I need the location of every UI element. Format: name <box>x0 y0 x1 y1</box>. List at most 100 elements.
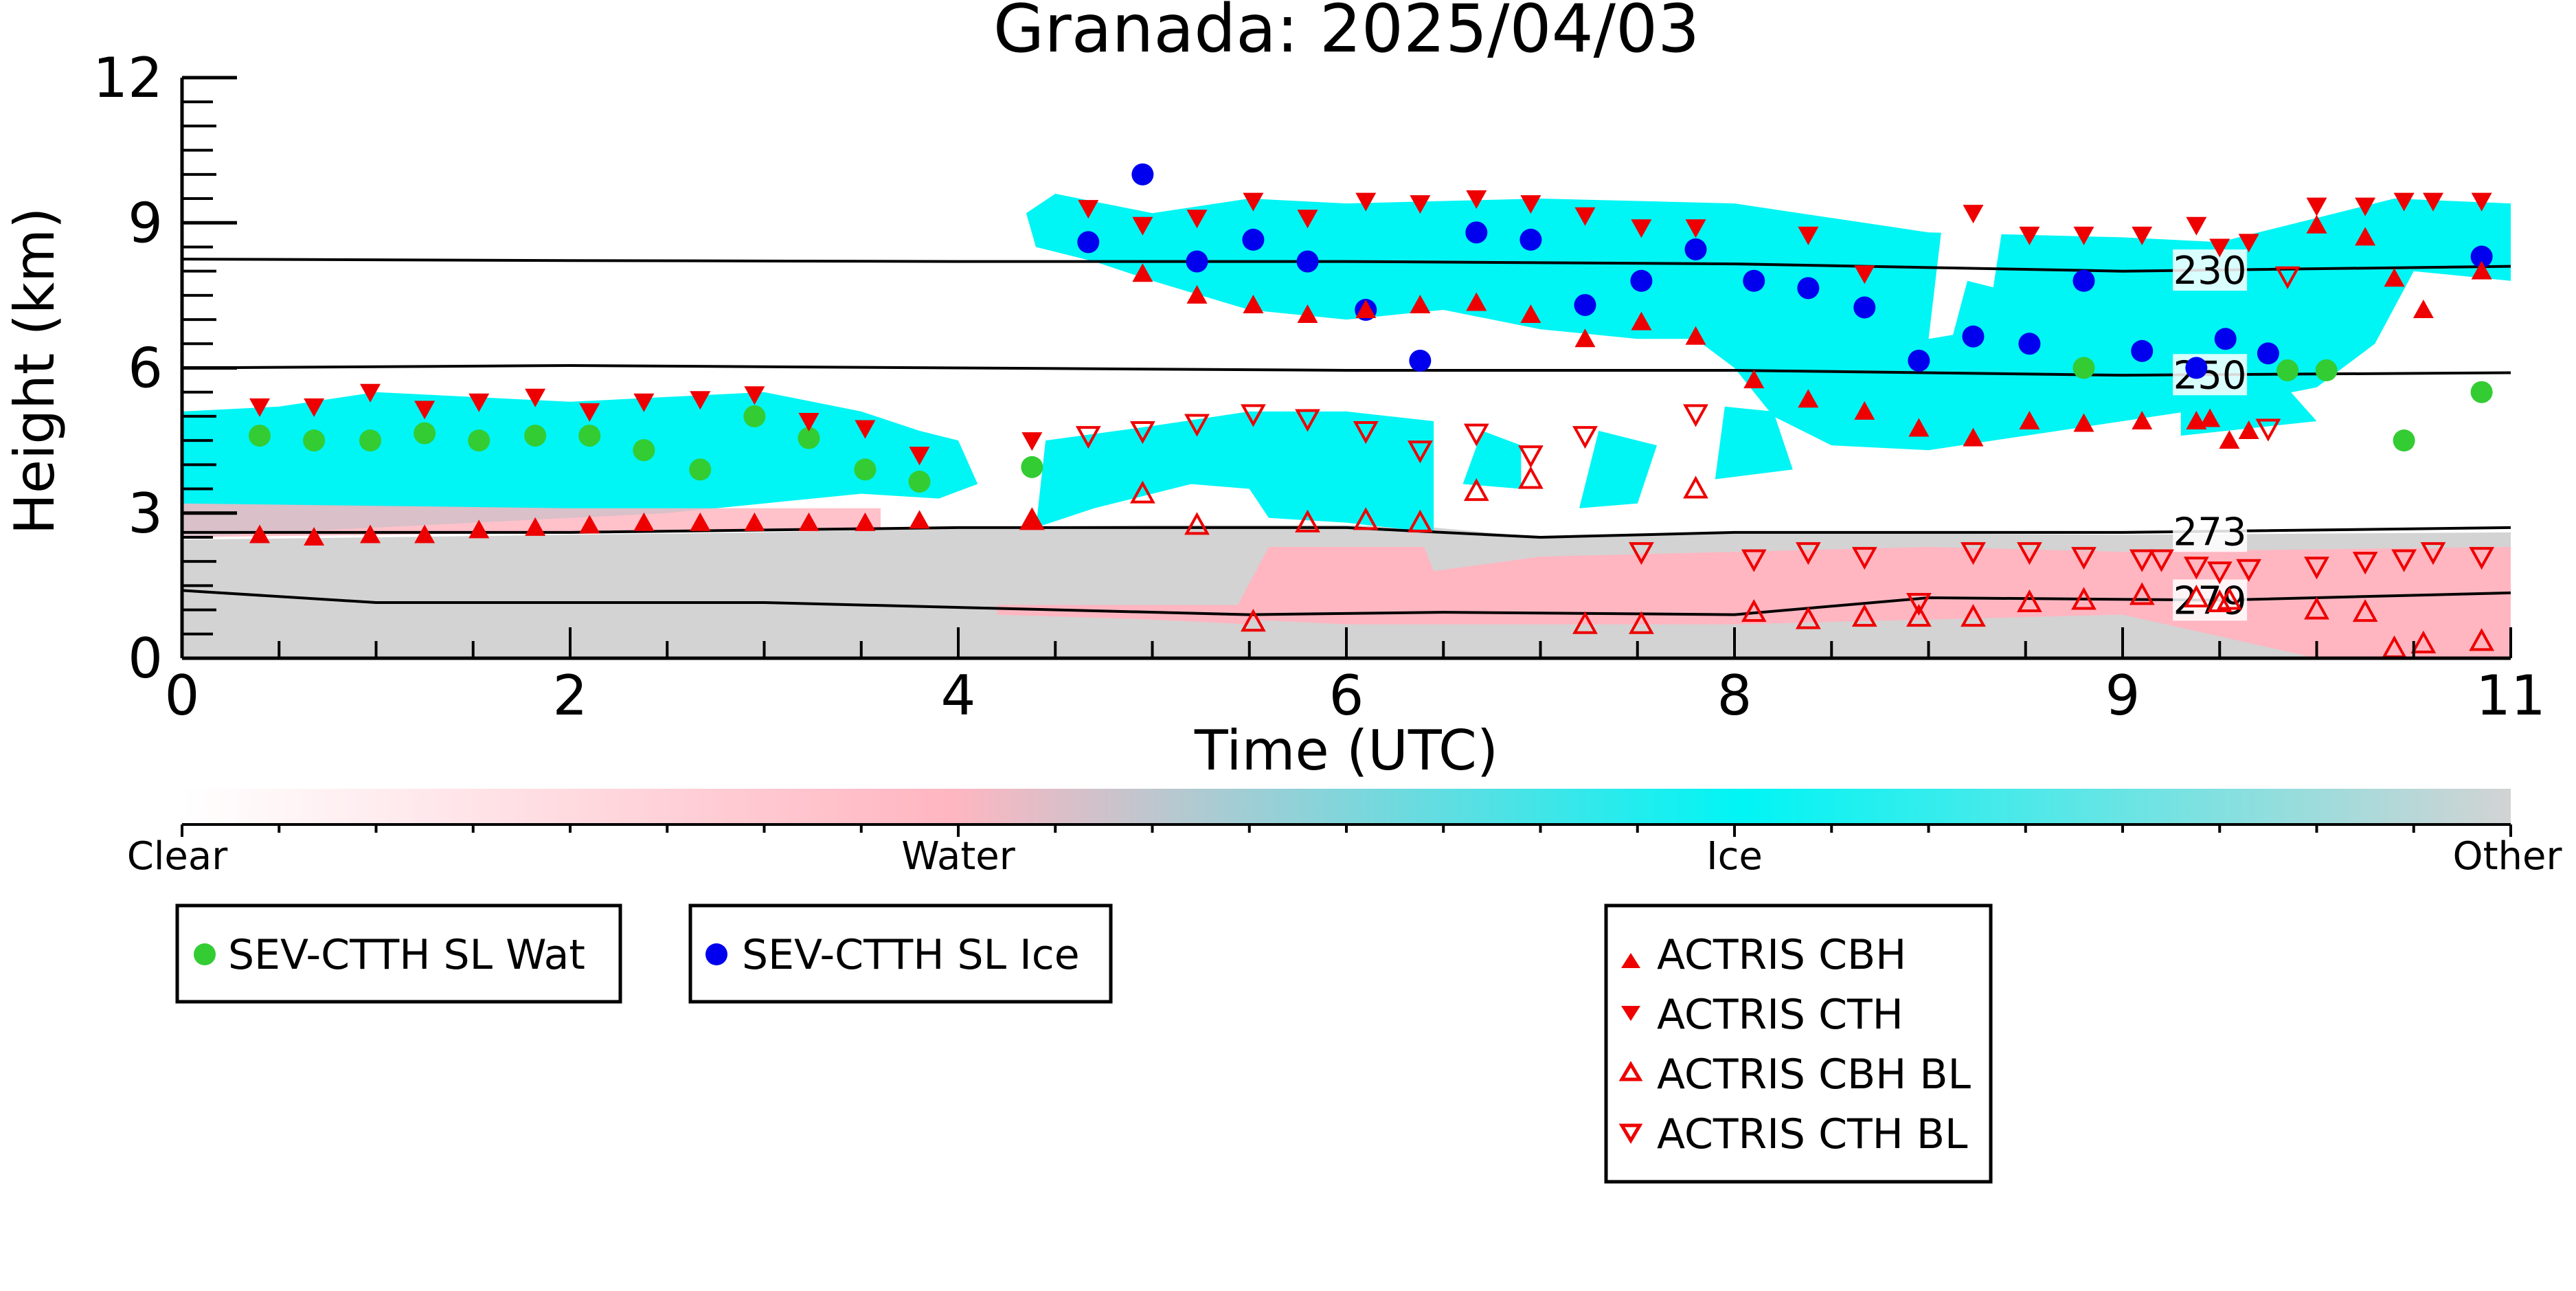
point-sev-ctth-sl-ice-22 <box>2257 342 2279 365</box>
point-sev-ctth-sl-ice-23 <box>2470 245 2493 268</box>
legend-cth-bl-label: ACTRIS CTH BL <box>1657 1110 1968 1158</box>
ice-upper-band <box>1026 194 2511 451</box>
point-actris-cth-0 <box>249 398 270 417</box>
point-actris-cth-bl-9 <box>1572 426 1598 449</box>
point-actris-cbh-bl-21 <box>2206 589 2233 613</box>
point-actris-cth-33 <box>2209 238 2230 258</box>
point-actris-cth-bl-17 <box>2017 542 2042 565</box>
point-actris-cth-31 <box>2132 226 2153 245</box>
legend-cbh-marker <box>1621 953 1640 968</box>
point-actris-cth-bl-21 <box>2183 557 2209 580</box>
point-actris-cth-bl-4 <box>1295 409 1320 432</box>
chart-title: Granada: 2025/04/03 <box>993 0 1699 67</box>
point-actris-cbh-10 <box>798 512 820 531</box>
point-actris-cth-bl-19 <box>2129 549 2155 572</box>
point-actris-cth-bl-1 <box>1129 421 1155 445</box>
colorbar-label-other: Other <box>2452 834 2562 879</box>
point-sev-ctth-sl-wat-18 <box>2470 381 2493 403</box>
markers <box>249 163 2495 658</box>
point-actris-cbh-bl-22 <box>2216 587 2242 610</box>
isotherm-label-250: 250 <box>2173 353 2247 398</box>
point-actris-cbh-1 <box>304 526 325 546</box>
legend-sev-wat-marker <box>194 943 216 965</box>
point-actris-cth-38 <box>2423 192 2443 212</box>
point-actris-cbh-25 <box>1743 370 1765 389</box>
point-actris-cth-bl-12 <box>1741 549 1767 572</box>
point-actris-cbh-bl-2 <box>1184 512 1210 535</box>
point-actris-cbh-34 <box>2200 408 2221 427</box>
isotherm-label-230: 230 <box>2173 249 2247 293</box>
y-tick-label-3: 9 <box>128 191 163 255</box>
point-sev-ctth-sl-ice-14 <box>1853 296 1876 319</box>
point-actris-cbh-bl-3 <box>1241 609 1266 632</box>
point-sev-ctth-sl-wat-9 <box>743 405 766 427</box>
legend-sev-ice-marker <box>705 943 727 965</box>
isotherm-label-bg-273 <box>2173 510 2248 552</box>
point-actris-cth-bl-11 <box>1683 404 1708 427</box>
point-actris-cbh-bl-23 <box>2304 596 2329 620</box>
point-actris-cth-16 <box>1186 210 1208 229</box>
legend-cbh-label: ACTRIS CBH <box>1657 931 1906 979</box>
point-sev-ctth-sl-ice-13 <box>1797 277 1820 300</box>
point-actris-cth-bl-5 <box>1353 421 1379 445</box>
point-sev-ctth-sl-ice-1 <box>1131 163 1154 186</box>
point-actris-cbh-bl-16 <box>1961 604 1986 627</box>
point-actris-cth-23 <box>1574 207 1596 226</box>
point-sev-ctth-sl-wat-5 <box>524 425 547 447</box>
point-sev-ctth-sl-wat-6 <box>578 425 601 447</box>
point-sev-ctth-sl-wat-0 <box>249 425 271 447</box>
point-actris-cth-5 <box>525 388 546 407</box>
x-tick-label-4: 8 <box>1717 664 1752 728</box>
point-actris-cth-22 <box>1520 195 1541 214</box>
legend-sev-wat: SEV-CTTH SL Wat <box>175 903 622 1004</box>
colorbar-label-water: Water <box>901 834 1016 879</box>
isotherm-label-273: 273 <box>2173 510 2247 554</box>
point-actris-cth-bl-26 <box>2304 557 2329 580</box>
x-tick-label-6: 11 <box>2476 664 2546 728</box>
series-actris-cbh-bl <box>1019 466 2495 658</box>
point-actris-cth-10 <box>798 412 820 431</box>
y-tick-label-2: 6 <box>128 337 163 401</box>
series-actris-cth-bl <box>1075 266 2495 616</box>
x-tick-label-2: 4 <box>941 664 976 728</box>
point-actris-cbh-bl-24 <box>2352 598 2378 622</box>
ice-patch-1 <box>1462 431 1522 489</box>
plot-area <box>182 174 2511 658</box>
point-sev-ctth-sl-wat-3 <box>414 422 436 445</box>
axes: 0 3 6 9 12 0 2 4 6 8 9 11 <box>93 46 2546 728</box>
point-sev-ctth-sl-wat-1 <box>303 429 326 452</box>
point-sev-ctth-sl-wat-16 <box>2315 359 2338 382</box>
point-actris-cth-37 <box>2393 192 2415 212</box>
point-actris-cbh-bl-12 <box>1741 598 1767 622</box>
point-sev-ctth-sl-wat-12 <box>908 470 931 493</box>
point-actris-cth-bl-22 <box>2206 561 2233 585</box>
x-tick-label-3: 6 <box>1329 664 1364 728</box>
point-actris-cth-bl-13 <box>1795 542 1821 565</box>
point-actris-cbh-30 <box>2019 410 2040 429</box>
point-actris-cth-39 <box>2471 192 2492 212</box>
point-actris-cth-15 <box>1132 216 1153 236</box>
point-sev-ctth-sl-wat-7 <box>633 439 655 462</box>
point-actris-cbh-21 <box>1520 304 1541 324</box>
point-sev-ctth-sl-ice-20 <box>2185 357 2208 379</box>
point-actris-cth-7 <box>633 393 655 412</box>
point-actris-cbh-31 <box>2073 413 2094 432</box>
legend-sev-ice-label: SEV-CTTH SL Ice <box>742 931 1080 979</box>
point-actris-cbh-15 <box>1186 284 1208 304</box>
point-actris-cbh-3 <box>414 524 436 543</box>
point-actris-cbh-24 <box>1685 326 1706 345</box>
point-actris-cth-29 <box>2019 226 2040 245</box>
point-actris-cth-13 <box>1021 432 1043 451</box>
point-actris-cth-17 <box>1243 192 1264 212</box>
point-actris-cbh-17 <box>1297 304 1318 324</box>
legend-cth-bl-marker <box>1618 1123 1643 1144</box>
point-actris-cth-12 <box>909 447 930 466</box>
point-actris-cth-bl-30 <box>2469 547 2495 570</box>
point-actris-cth-28 <box>1963 205 1984 224</box>
point-sev-ctth-sl-ice-3 <box>1242 228 1265 251</box>
point-actris-cth-19 <box>1355 192 1377 212</box>
legend-cth-marker <box>1621 1006 1640 1021</box>
point-actris-cth-3 <box>414 401 436 420</box>
point-actris-cbh-0 <box>249 524 270 543</box>
